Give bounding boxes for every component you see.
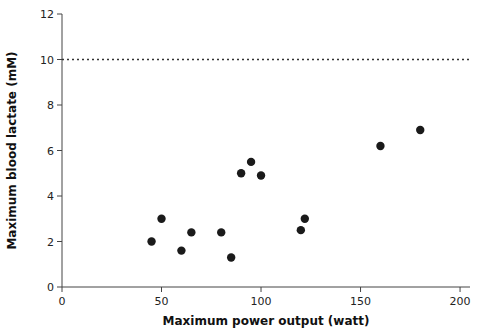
y-tick-label: 6	[47, 145, 54, 158]
x-tick	[261, 287, 262, 292]
y-tick-label: 8	[47, 99, 54, 112]
y-axis: 0 2 4 6 8 10 12	[40, 8, 62, 294]
point	[297, 226, 305, 234]
x-axis: 0 50 100 150 200	[59, 287, 471, 308]
y-tick-label: 4	[47, 190, 54, 203]
x-tick-label: 50	[155, 295, 169, 308]
y-tick	[57, 105, 62, 106]
point	[416, 126, 424, 134]
y-tick	[57, 196, 62, 197]
point	[187, 228, 195, 236]
x-tick-label: 0	[59, 295, 66, 308]
chart: 0 50 100 150 200 0 2 4 6 8 10 12 Maximum power outpu…	[0, 0, 484, 335]
point	[157, 215, 165, 223]
x-tick-label: 100	[251, 295, 272, 308]
x-tick	[62, 287, 63, 292]
point	[301, 215, 309, 223]
plot-area	[62, 60, 470, 262]
point	[247, 158, 255, 166]
y-tick	[57, 14, 62, 15]
x-tick-label: 150	[350, 295, 371, 308]
y-tick	[57, 150, 62, 151]
x-tick	[460, 287, 461, 292]
chart-container: 0 50 100 150 200 0 2 4 6 8 10 12 Maximum power outpu…	[0, 0, 484, 335]
y-tick	[57, 241, 62, 242]
point	[177, 246, 185, 254]
y-tick	[57, 59, 62, 60]
point	[237, 169, 245, 177]
reference-line	[62, 59, 470, 61]
x-tick-label: 200	[450, 295, 471, 308]
point	[257, 171, 265, 179]
x-axis-line	[62, 287, 470, 288]
x-tick	[360, 287, 361, 292]
point	[376, 142, 384, 150]
y-tick-label: 2	[47, 236, 54, 249]
point	[217, 228, 225, 236]
y-tick-label: 10	[40, 54, 54, 67]
y-tick	[57, 287, 62, 288]
point	[147, 237, 155, 245]
point	[227, 253, 235, 261]
y-axis-label: Maximum blood lactate (mM)	[5, 51, 19, 249]
y-tick-label: 12	[40, 8, 54, 21]
y-tick-label: 0	[47, 281, 54, 294]
x-tick	[161, 287, 162, 292]
x-axis-label: Maximum power output (watt)	[163, 314, 370, 328]
